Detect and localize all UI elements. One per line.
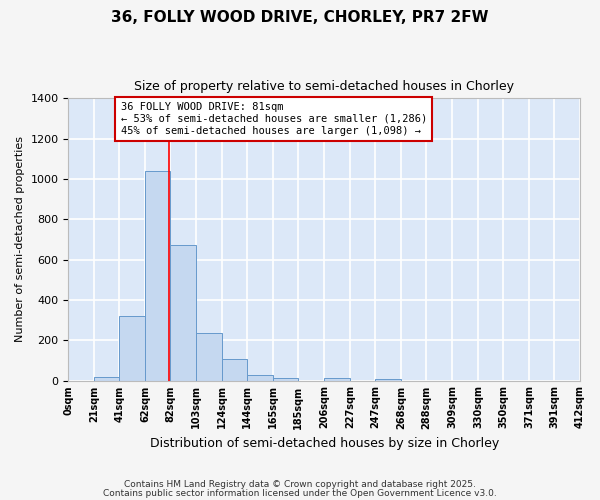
- Bar: [375, 378, 401, 380]
- Bar: [247, 374, 273, 380]
- Bar: [119, 316, 145, 380]
- Bar: [94, 376, 119, 380]
- Bar: [196, 333, 223, 380]
- Text: 36, FOLLY WOOD DRIVE, CHORLEY, PR7 2FW: 36, FOLLY WOOD DRIVE, CHORLEY, PR7 2FW: [111, 10, 489, 25]
- X-axis label: Distribution of semi-detached houses by size in Chorley: Distribution of semi-detached houses by …: [149, 437, 499, 450]
- Bar: [324, 378, 350, 380]
- Bar: [145, 171, 170, 380]
- Bar: [170, 246, 196, 380]
- Text: Contains public sector information licensed under the Open Government Licence v3: Contains public sector information licen…: [103, 490, 497, 498]
- Bar: [273, 378, 298, 380]
- Y-axis label: Number of semi-detached properties: Number of semi-detached properties: [15, 136, 25, 342]
- Title: Size of property relative to semi-detached houses in Chorley: Size of property relative to semi-detach…: [134, 80, 514, 93]
- Text: Contains HM Land Registry data © Crown copyright and database right 2025.: Contains HM Land Registry data © Crown c…: [124, 480, 476, 489]
- Text: 36 FOLLY WOOD DRIVE: 81sqm
← 53% of semi-detached houses are smaller (1,286)
45%: 36 FOLLY WOOD DRIVE: 81sqm ← 53% of semi…: [121, 102, 427, 136]
- Bar: [223, 360, 247, 380]
